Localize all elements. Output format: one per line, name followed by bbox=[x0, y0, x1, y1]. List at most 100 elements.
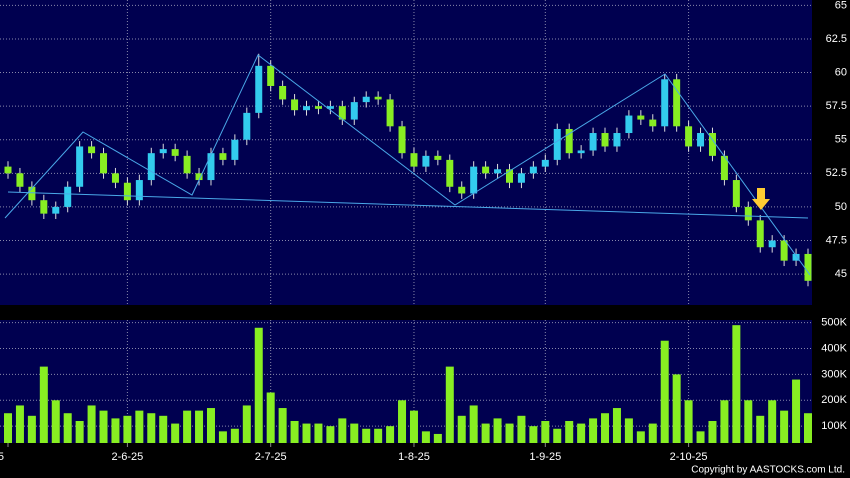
y-tick-label: 45 bbox=[835, 268, 847, 280]
volume-bar bbox=[457, 415, 466, 443]
candle-body bbox=[673, 79, 681, 127]
candle-body bbox=[792, 253, 800, 261]
candle-body bbox=[88, 146, 96, 154]
volume-bar bbox=[398, 400, 407, 443]
candle-body bbox=[279, 85, 287, 100]
volume-bar bbox=[362, 428, 371, 443]
volume-bar bbox=[409, 410, 418, 443]
candle-body bbox=[16, 173, 24, 187]
y-tick-label: 300K bbox=[821, 368, 847, 380]
candle-body bbox=[386, 99, 394, 127]
candle-body bbox=[685, 126, 693, 147]
candle-body bbox=[159, 149, 167, 154]
candle-body bbox=[434, 155, 442, 160]
candle-body bbox=[780, 240, 788, 261]
candle-body bbox=[649, 119, 657, 127]
y-tick-label: 400K bbox=[821, 342, 847, 354]
candle-body bbox=[64, 186, 72, 207]
volume-bar bbox=[218, 431, 227, 443]
volume-bar bbox=[254, 327, 263, 443]
y-tick-label: 200K bbox=[821, 394, 847, 406]
candle-body bbox=[613, 133, 621, 147]
volume-bar bbox=[99, 410, 108, 443]
volume-bar bbox=[278, 408, 287, 443]
copyright: Copyright by AASTOCKS.com Ltd. bbox=[691, 465, 845, 476]
candle-body bbox=[505, 169, 513, 183]
candle-body bbox=[76, 146, 84, 187]
candle-body bbox=[28, 186, 36, 201]
candle-body bbox=[135, 180, 143, 201]
volume-bar bbox=[171, 423, 180, 443]
candle-body bbox=[111, 173, 119, 183]
candle-body bbox=[147, 153, 155, 181]
candle-body bbox=[362, 96, 370, 103]
volume-bar bbox=[63, 413, 72, 443]
volume-bar bbox=[505, 423, 514, 443]
volume-bar bbox=[672, 374, 681, 443]
candle-body bbox=[303, 106, 311, 111]
candle-body bbox=[804, 253, 812, 281]
candle-body bbox=[625, 115, 633, 134]
volume-bar bbox=[481, 423, 490, 443]
volume-bar bbox=[242, 405, 251, 443]
volume-bar bbox=[290, 420, 299, 443]
volume-bar bbox=[51, 400, 60, 443]
candle-body bbox=[183, 155, 191, 174]
candle-body bbox=[565, 128, 573, 154]
y-tick-label: 500K bbox=[821, 316, 847, 328]
volume-bar bbox=[75, 420, 84, 443]
arrow-head bbox=[752, 199, 770, 210]
candle-body bbox=[231, 139, 239, 160]
volume-bar bbox=[326, 426, 335, 443]
volume-bar bbox=[195, 410, 204, 443]
volume-bar bbox=[624, 418, 633, 443]
volume-bar bbox=[804, 413, 812, 443]
candle-body bbox=[768, 240, 776, 248]
y-tick-label: 62.5 bbox=[826, 33, 847, 45]
volume-bar bbox=[469, 405, 478, 443]
volume-bar bbox=[732, 325, 741, 443]
volume-bar bbox=[15, 405, 24, 443]
volume-bar bbox=[338, 418, 347, 443]
volume-bar bbox=[780, 410, 789, 443]
volume-bar bbox=[768, 400, 777, 443]
volume-bar bbox=[350, 423, 359, 443]
volume-bar bbox=[206, 408, 215, 443]
volume-bar bbox=[159, 415, 168, 443]
candle-body bbox=[195, 173, 203, 181]
arrow-shaft bbox=[757, 188, 765, 200]
candle-body bbox=[732, 180, 740, 207]
candle-body bbox=[291, 99, 299, 111]
candle-body bbox=[422, 155, 430, 167]
volume-bar bbox=[135, 410, 144, 443]
volume-bar bbox=[660, 340, 669, 443]
plot-layer: -25 2-6-25 2-7-25 1-8-25 1-9-25 2-10-25 bbox=[0, 0, 812, 463]
y-tick-label: 52.5 bbox=[826, 167, 847, 179]
y-tick-label: 65 bbox=[835, 0, 847, 11]
candle-body bbox=[482, 166, 490, 174]
volume-bar bbox=[601, 413, 610, 443]
candle-body bbox=[207, 153, 215, 181]
candle-body bbox=[601, 133, 609, 147]
y-tick-label: 100K bbox=[821, 420, 847, 432]
volume-bar bbox=[696, 431, 705, 443]
volume-bar bbox=[684, 400, 693, 443]
candle-body bbox=[314, 106, 322, 109]
candle-body bbox=[326, 106, 334, 109]
candle-body bbox=[255, 65, 263, 113]
candle-body bbox=[756, 220, 764, 248]
volume-bar bbox=[493, 418, 502, 443]
volume-bar bbox=[756, 415, 765, 443]
candle-body bbox=[350, 102, 358, 120]
volume-bar bbox=[636, 431, 645, 443]
volume-bar bbox=[612, 408, 621, 443]
volume-bar bbox=[386, 426, 395, 443]
candle-body bbox=[374, 96, 382, 100]
volume-bar bbox=[230, 428, 239, 443]
volume-bar bbox=[302, 423, 311, 443]
candle-body bbox=[219, 153, 227, 160]
volume-bar bbox=[541, 420, 550, 443]
candle-body bbox=[171, 149, 179, 156]
